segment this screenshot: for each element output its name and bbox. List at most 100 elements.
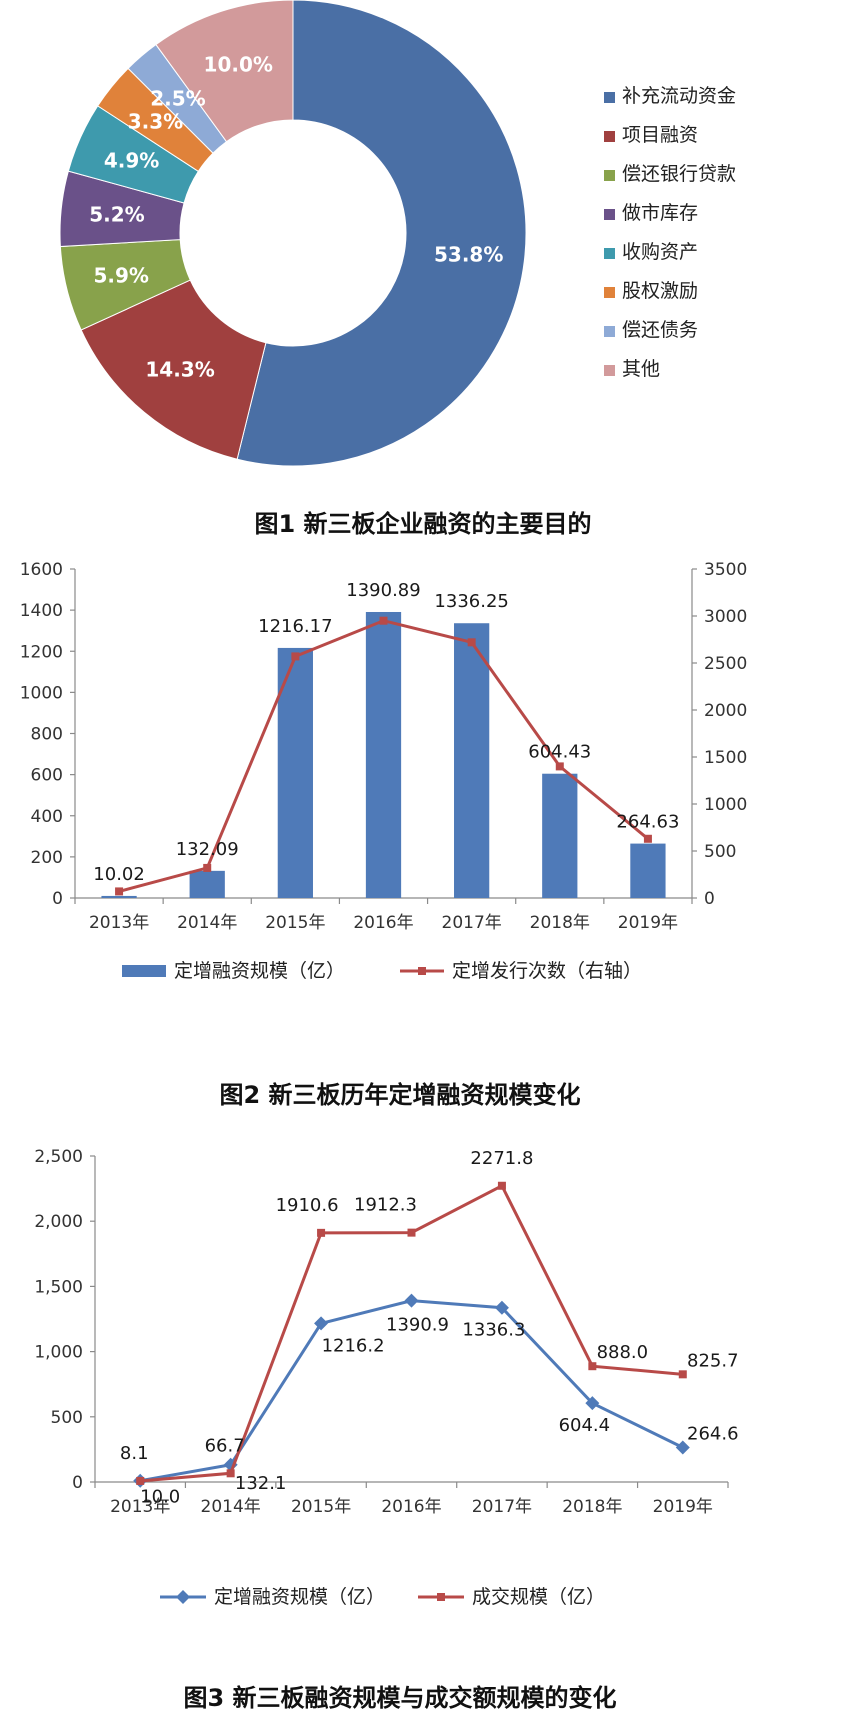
donut-slice-labels: 53.8% 14.3% 5.9% 5.2% 4.9% 3.3%2.5% 10.0% <box>89 53 503 382</box>
point-value-label: 8.1 <box>120 1443 149 1464</box>
point-value-label: 2271.8 <box>470 1148 533 1169</box>
chart-axes: 0 500 1,000 1,500 2,000 2,500 2013年 2014年 2015年 2… <box>34 1147 729 1517</box>
slice-value-label: 10.0% <box>204 53 273 77</box>
figure-1-caption: 图1 新三板企业融资的主要目的 <box>254 510 591 538</box>
legend-swatch <box>604 287 615 298</box>
slice-value-label: 3.3% <box>128 110 183 134</box>
y-tick-label: 1400 <box>20 601 63 621</box>
x-tick-label: 2018年 <box>562 1497 622 1517</box>
legend-swatch <box>604 326 615 337</box>
point-value-label: 1910.6 <box>276 1195 339 1216</box>
bar-value-label: 10.02 <box>93 864 145 885</box>
bar-value-label: 132.09 <box>176 839 239 860</box>
y-tick-label: 0 <box>72 1473 83 1493</box>
figure-2-bar-line-chart: 0 200 400 600 800 1000 1200 1400 1600 0 500 1000 150… <box>20 560 748 1109</box>
legend-swatch-bar <box>122 965 166 977</box>
x-tick-label: 2016年 <box>353 913 413 933</box>
y2-tick-label: 3000 <box>704 607 747 627</box>
line-marker <box>675 1440 690 1455</box>
line-marker <box>317 1228 326 1237</box>
bar <box>630 843 666 898</box>
point-value-label: 1390.9 <box>386 1315 449 1336</box>
line-marker <box>115 887 124 896</box>
x-tick-label: 2014年 <box>177 913 237 933</box>
y-tick-label: 600 <box>31 766 63 786</box>
line-marker <box>407 1228 416 1237</box>
line-series <box>115 616 652 896</box>
legend-marker <box>418 967 426 975</box>
point-value-label: 132.1 <box>235 1473 287 1494</box>
line-marker <box>585 1396 600 1411</box>
slice-value-label: 5.2% <box>89 202 144 226</box>
bar-value-label: 604.43 <box>528 742 591 763</box>
point-value-label: 10.0 <box>140 1487 180 1508</box>
line-marker <box>226 1469 235 1478</box>
legend-label: 股权激励 <box>622 280 698 302</box>
y2-tick-label: 500 <box>704 842 736 862</box>
legend-label: 收购资产 <box>622 241 698 263</box>
y-tick-label: 1600 <box>20 560 63 580</box>
legend-marker <box>176 1590 190 1604</box>
line-marker <box>291 652 300 661</box>
line-marker <box>404 1293 419 1308</box>
legend-label: 其他 <box>622 358 660 380</box>
y2-tick-label: 0 <box>704 889 715 909</box>
figure-2-caption: 图2 新三板历年定增融资规模变化 <box>219 1081 580 1109</box>
y-tick-label: 1,500 <box>34 1277 83 1297</box>
line-marker <box>379 616 388 625</box>
y-tick-label: 400 <box>31 807 63 827</box>
x-tick-label: 2013年 <box>110 1497 170 1517</box>
legend-swatch <box>604 248 615 259</box>
line-marker <box>643 834 652 843</box>
legend-swatch <box>604 170 615 181</box>
line-series <box>133 1181 690 1488</box>
line-marker <box>494 1300 509 1315</box>
line-marker <box>467 638 476 647</box>
bar-value-label: 1390.89 <box>346 580 420 601</box>
slice-value-label: 14.3% <box>145 357 214 381</box>
legend-label: 偿还银行贷款 <box>622 163 736 185</box>
x-tick-label: 2016年 <box>381 1497 441 1517</box>
y2-tick-label: 2500 <box>704 654 747 674</box>
bar <box>101 895 137 898</box>
donut-slice <box>236 0 527 467</box>
point-value-label: 66.7 <box>205 1435 245 1456</box>
bar <box>189 870 225 898</box>
slice-value-label: 5.9% <box>93 264 148 288</box>
y-tick-label: 1200 <box>20 642 63 662</box>
y-tick-label: 2,500 <box>34 1147 83 1167</box>
y-tick-label: 0 <box>52 889 63 909</box>
y-tick-label: 2,000 <box>34 1212 83 1232</box>
line-marker <box>203 863 212 872</box>
chart-axes: 0 200 400 600 800 1000 1200 1400 1600 0 500 1000 150… <box>20 560 748 933</box>
point-value-label: 1216.2 <box>322 1335 385 1356</box>
y-tick-label: 500 <box>51 1408 83 1428</box>
bar <box>542 773 578 898</box>
bar-value-label: 1216.17 <box>258 616 332 637</box>
x-tick-label: 2019年 <box>653 1497 713 1517</box>
line-marker <box>136 1476 145 1485</box>
y-tick-label: 1000 <box>20 683 63 703</box>
legend-swatch <box>604 365 615 376</box>
bar <box>454 623 490 898</box>
donut-slice <box>80 279 267 460</box>
x-tick-label: 2013年 <box>89 913 149 933</box>
figure-1-donut-chart: 53.8% 14.3% 5.9% 5.2% 4.9% 3.3%2.5% 10.0% 补充流动… <box>59 0 736 538</box>
legend-swatch <box>604 131 615 142</box>
bar-value-label: 264.63 <box>616 812 679 833</box>
legend-label: 补充流动资金 <box>622 85 736 107</box>
legend-label: 偿还债务 <box>622 319 698 341</box>
figure-3-line-chart: 0 500 1,000 1,500 2,000 2,500 2013年 2014年 2015年 2… <box>34 1147 739 1712</box>
figure-3-caption: 图3 新三板融资规模与成交额规模的变化 <box>183 1684 616 1712</box>
legend-swatch <box>604 209 615 220</box>
line-marker <box>678 1370 687 1379</box>
donut-slice <box>155 0 294 143</box>
line-marker <box>314 1316 329 1331</box>
x-tick-label: 2017年 <box>472 1497 532 1517</box>
x-tick-label: 2014年 <box>201 1497 261 1517</box>
point-value-label: 1336.3 <box>462 1320 525 1341</box>
point-value-label: 264.6 <box>687 1423 739 1444</box>
legend-label: 定增融资规模（亿） <box>214 1586 385 1608</box>
legend-swatch <box>604 92 615 103</box>
